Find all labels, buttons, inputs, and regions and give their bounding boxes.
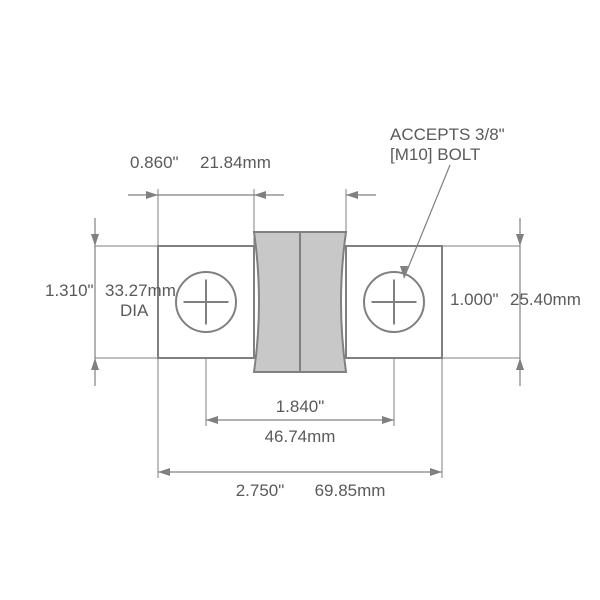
dim-overall-in: 2.750" (236, 481, 285, 500)
fuse-part (158, 232, 442, 372)
dim-height-in: 1.000" (450, 290, 499, 309)
dim-dia-in: 1.310" (45, 281, 94, 300)
dim-overall-mm: 69.85mm (315, 481, 386, 500)
dim-height-mm: 25.40mm (510, 290, 581, 309)
bolt-note-l2: [M10] BOLT (390, 145, 480, 164)
dim-dia-mm: 33.27mm (105, 281, 176, 300)
dim-tabwidth-mm: 21.84mm (200, 153, 271, 172)
dim-dia-tag: DIA (120, 301, 149, 320)
bolt-note-l1: ACCEPTS 3/8" (390, 125, 505, 144)
bolt-leader (404, 165, 450, 278)
dim-bodyw-in: 1.840" (276, 397, 325, 416)
dim-tabwidth-in: 0.860" (130, 153, 179, 172)
dim-bodyw-mm: 46.74mm (265, 427, 336, 446)
